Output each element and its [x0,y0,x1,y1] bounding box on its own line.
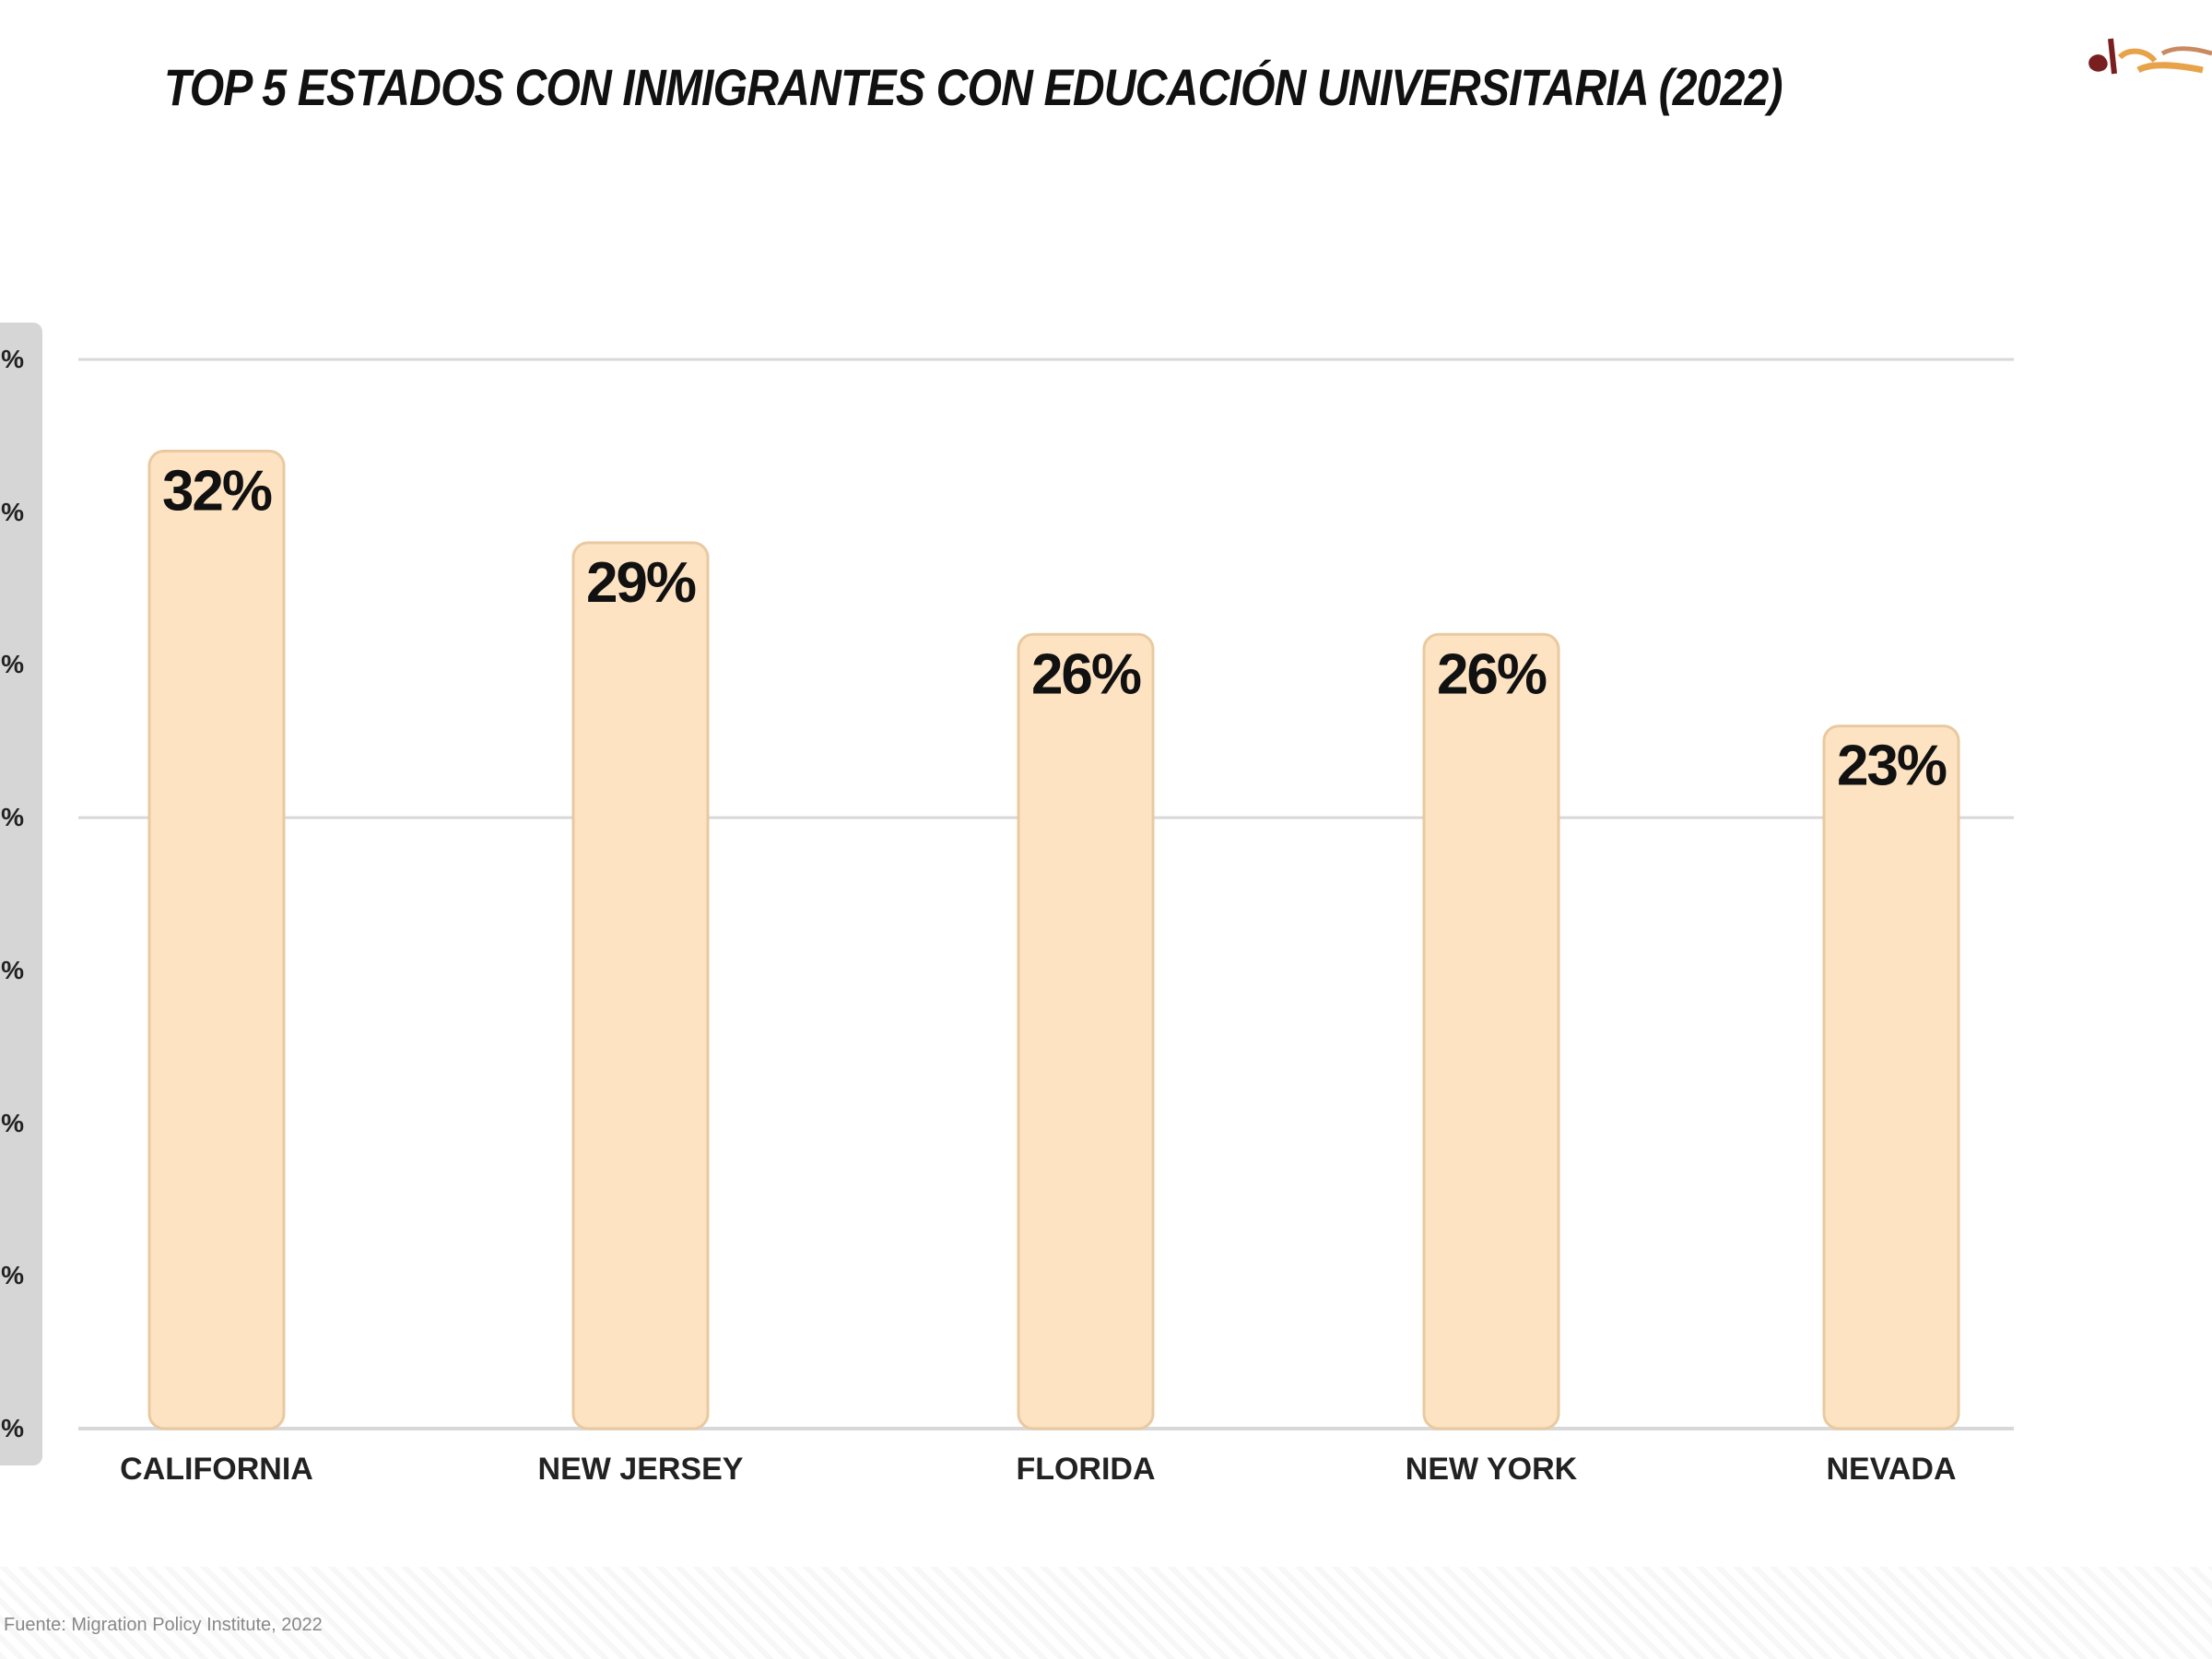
bar-nevada [1822,724,1960,1430]
y-tick-label: % [1,955,24,984]
data-label: 26% [1437,642,1547,706]
y-tick-label: % [1,1414,24,1442]
y-axis-strip [0,323,42,1465]
data-label: 26% [1031,642,1141,706]
data-label: 23% [1837,735,1947,798]
y-tick-label: % [1,345,24,373]
x-tick-label: FLORIDA [1016,1452,1155,1487]
x-tick-label: CALIFORNIA [120,1452,313,1487]
y-tick-label: % [1,1108,24,1137]
data-label: 32% [162,459,272,523]
brand-logo-icon [2088,38,2212,75]
x-tick-label: NEVADA [1826,1452,1956,1487]
x-tick-label: NEW JERSEY [538,1452,744,1487]
y-tick-label: % [1,1261,24,1290]
bar-new-jersey [571,541,710,1430]
brand-logo [2074,20,2212,94]
y-tick-label: % [1,803,24,832]
y-tick-label: % [1,650,24,679]
chart-title: TOP 5 ESTADOS CON INMIGRANTES CON EDUCAC… [164,58,1783,116]
data-label: 29% [586,551,696,615]
bar-new-york [1422,632,1560,1430]
source-note: Fuente: Migration Policy Institute, 2022 [4,1615,323,1635]
footer-band [0,1567,2212,1659]
bar-florida [1017,632,1155,1430]
y-tick-label: % [1,497,24,526]
bar-california [147,449,286,1430]
x-tick-label: NEW YORK [1406,1452,1578,1487]
